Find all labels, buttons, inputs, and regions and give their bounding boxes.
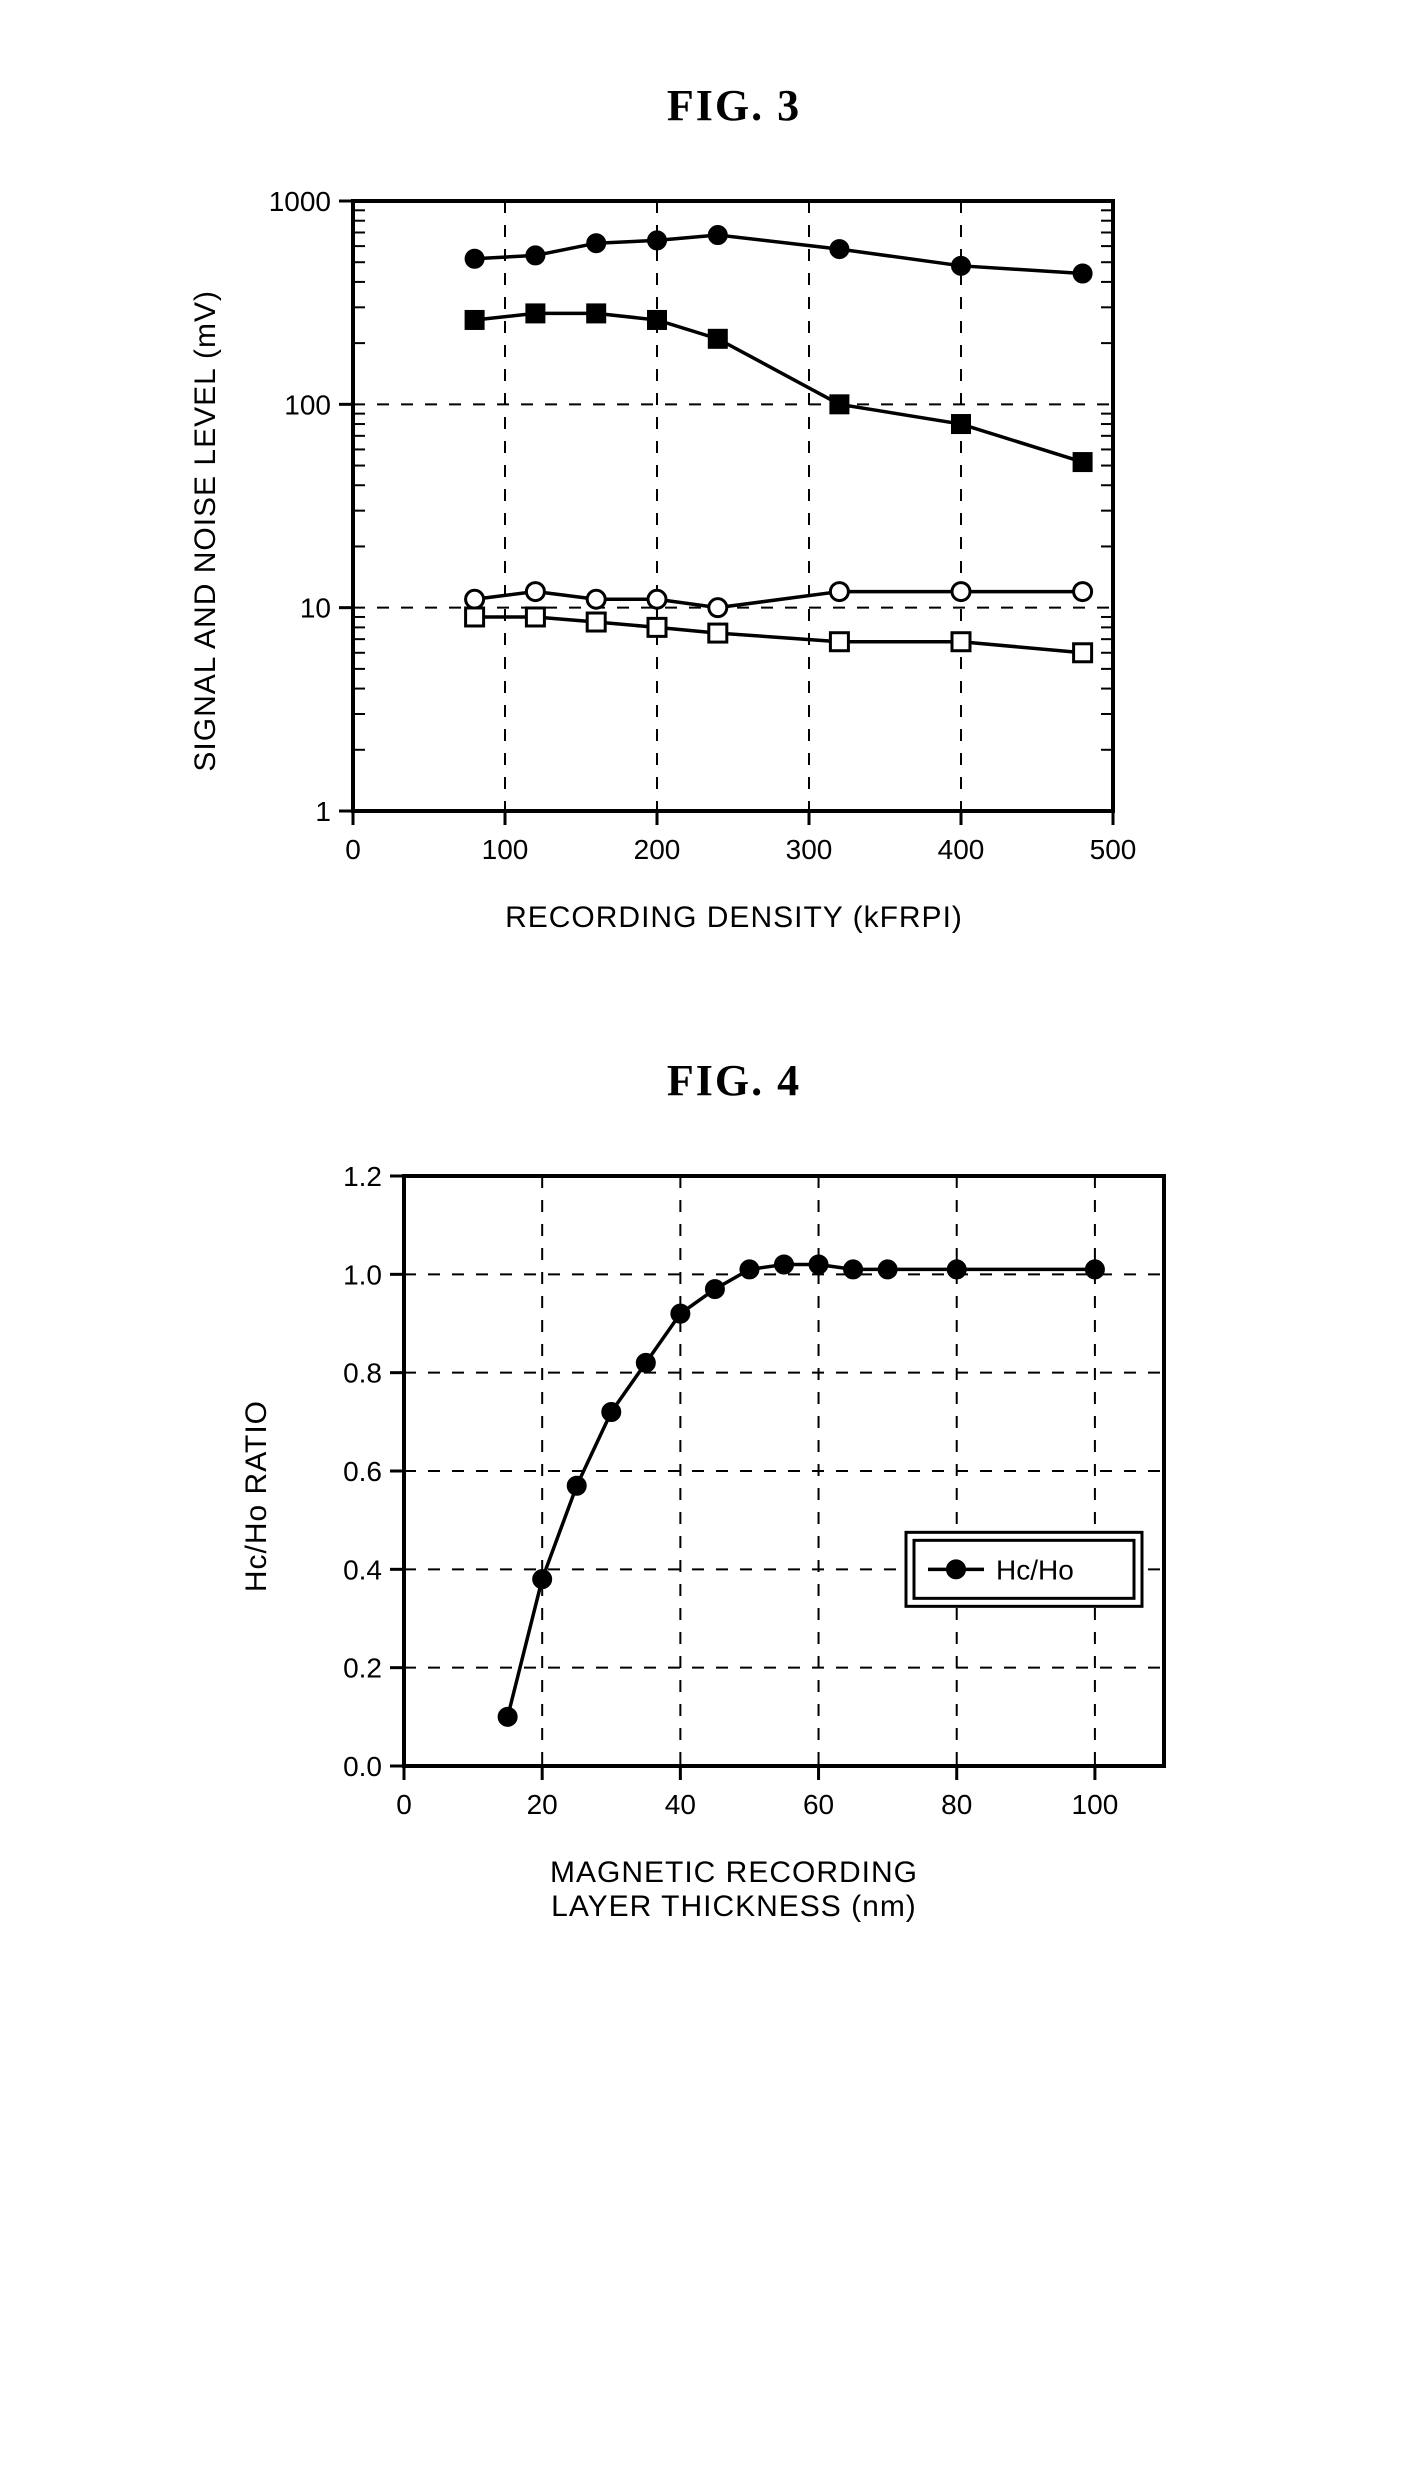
svg-text:0.2: 0.2 [343, 1653, 382, 1684]
svg-text:100: 100 [1072, 1789, 1119, 1820]
svg-text:0: 0 [345, 834, 361, 865]
svg-text:1.2: 1.2 [343, 1161, 382, 1192]
svg-text:0.0: 0.0 [343, 1751, 382, 1782]
fig3-chart: SIGNAL AND NOISE LEVEL (mV) 0 100 200 300 40… [20, 181, 1428, 935]
svg-text:40: 40 [665, 1789, 696, 1820]
fig4-title: FIG. 4 [20, 1055, 1428, 1106]
svg-text:0.8: 0.8 [343, 1358, 382, 1389]
svg-text:10: 10 [300, 593, 331, 624]
svg-text:80: 80 [941, 1789, 972, 1820]
svg-text:0.4: 0.4 [343, 1554, 382, 1585]
svg-text:0: 0 [396, 1789, 412, 1820]
svg-text:1: 1 [315, 796, 331, 827]
svg-text:300: 300 [786, 834, 833, 865]
fig3-xlabel: RECORDING DENSITY (kFRPI) [505, 901, 963, 935]
svg-text:500: 500 [1090, 834, 1137, 865]
svg-text:0.6: 0.6 [343, 1456, 382, 1487]
fig4-xlabel-line2: LAYER THICKNESS (nm) [551, 1890, 917, 1923]
svg-text:1000: 1000 [269, 186, 331, 217]
fig4-xlabel: MAGNETIC RECORDING LAYER THICKNESS (nm) [550, 1856, 918, 1924]
svg-text:60: 60 [803, 1789, 834, 1820]
svg-text:100: 100 [284, 389, 331, 420]
fig4-ylabel: Hc/Ho RATIO [240, 1400, 274, 1592]
fig4-chart: Hc/Ho RATIO 0 20 40 60 80 100 0.0 0.2 0.4 0.6 0.8 1… [20, 1156, 1428, 1924]
fig4-xlabel-line1: MAGNETIC RECORDING [550, 1856, 918, 1889]
svg-text:400: 400 [938, 834, 985, 865]
svg-text:100: 100 [482, 834, 529, 865]
svg-text:Hc/Ho: Hc/Ho [996, 1554, 1074, 1585]
svg-text:20: 20 [527, 1789, 558, 1820]
fig3-plot-area: 0 100 200 300 400 500 1 10 100 1000 [243, 181, 1143, 881]
fig3-ylabel: SIGNAL AND NOISE LEVEL (mV) [189, 290, 223, 772]
svg-text:1.0: 1.0 [343, 1259, 382, 1290]
fig3-title: FIG. 3 [20, 80, 1428, 131]
fig4-plot-area: 0 20 40 60 80 100 0.0 0.2 0.4 0.6 0.8 1.0 1.2 Hc/Ho [294, 1156, 1194, 1836]
svg-text:200: 200 [634, 834, 681, 865]
